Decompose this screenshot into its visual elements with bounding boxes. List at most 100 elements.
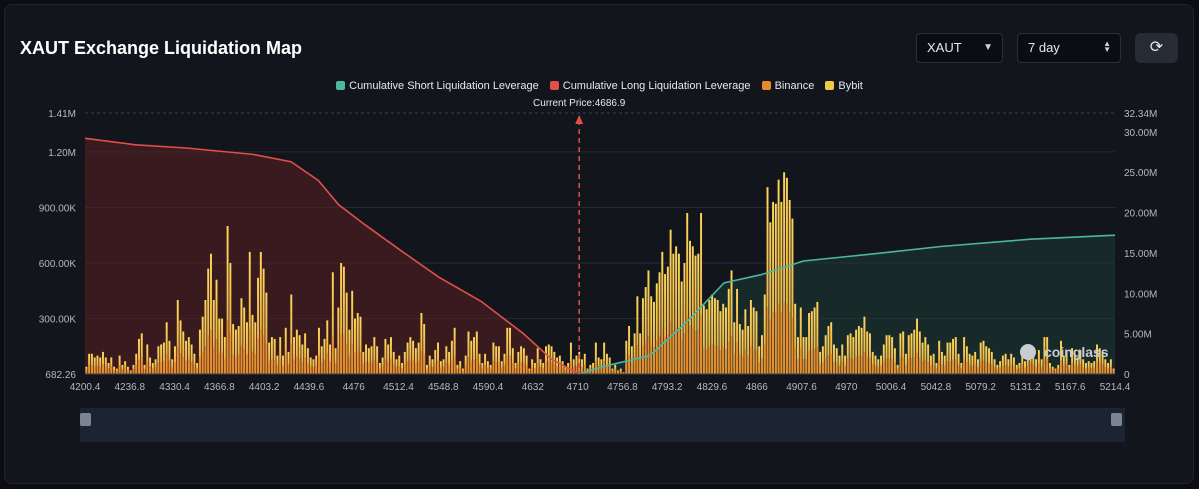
- bybit-bar: [583, 353, 586, 374]
- binance-bar: [90, 364, 93, 374]
- legend-item-short[interactable]: Cumulative Short Liquidation Leverage: [336, 80, 539, 92]
- binance-bar: [597, 366, 600, 374]
- y-right-tick-label: 15.00M: [1124, 249, 1157, 260]
- x-tick-label: 4366.8: [204, 382, 235, 393]
- binance-bar: [979, 361, 982, 374]
- bars: [85, 172, 1115, 374]
- binance-bar: [1098, 363, 1101, 374]
- bybit-bar: [855, 329, 858, 374]
- bybit-bar: [749, 300, 752, 374]
- binance-bar: [863, 352, 866, 374]
- binance-bar: [988, 363, 990, 374]
- bybit-bar: [1032, 353, 1035, 374]
- legend: Cumulative Short Liquidation Leverage Cu…: [0, 80, 1199, 92]
- binance-bar: [891, 359, 894, 374]
- bybit-bar: [711, 294, 714, 374]
- binance-bar: [1054, 370, 1057, 374]
- bybit-bar: [473, 337, 475, 374]
- legend-item-binance[interactable]: Binance: [761, 80, 814, 92]
- bybit-bar: [716, 300, 719, 374]
- binance-bar: [262, 335, 265, 374]
- binance-bar: [644, 341, 647, 374]
- bybit-bar: [309, 357, 312, 374]
- binance-bar: [702, 348, 705, 374]
- binance-bar: [686, 315, 689, 374]
- bybit-bar: [813, 307, 816, 374]
- zoom-handle-left[interactable]: [80, 413, 91, 426]
- x-tick-label: 5079.2: [965, 382, 996, 393]
- period-select[interactable]: 7 day ▲ ▼: [1017, 33, 1121, 63]
- bybit-bar: [265, 292, 268, 374]
- binance-bar: [913, 356, 916, 374]
- binance-bar: [691, 327, 694, 374]
- refresh-button[interactable]: ⟳: [1135, 33, 1178, 63]
- binance-bar: [813, 348, 816, 374]
- symbol-select-value: XAUT: [927, 40, 962, 55]
- binance-bar: [104, 366, 107, 374]
- binance-bar: [1010, 364, 1013, 374]
- binance-bar: [102, 364, 104, 374]
- binance-bar: [918, 357, 921, 374]
- bybit-bar: [348, 329, 351, 374]
- y-left-tick-label: 1.41M: [48, 109, 76, 120]
- binance-bar: [963, 359, 966, 374]
- symbol-select[interactable]: XAUT ▼: [916, 33, 1003, 63]
- bybit-bar: [384, 338, 387, 374]
- binance-bar: [473, 359, 475, 374]
- binance-bar: [866, 357, 869, 374]
- binance-bar: [511, 363, 514, 374]
- binance-bar: [174, 362, 176, 374]
- binance-bar: [885, 358, 888, 374]
- binance-bar: [924, 359, 927, 374]
- bybit-bar: [522, 348, 525, 374]
- binance-bar: [154, 366, 157, 374]
- bybit-bar: [262, 268, 265, 374]
- bybit-bar: [370, 346, 373, 374]
- binance-bar: [243, 348, 246, 374]
- bybit-bar: [838, 355, 841, 374]
- bybit-bar: [470, 340, 473, 374]
- bybit-bar: [306, 348, 309, 374]
- binance-bar: [819, 364, 822, 374]
- bybit-bar: [342, 266, 345, 374]
- bybit-bar: [658, 272, 661, 374]
- binance-bar: [727, 342, 730, 374]
- x-tick-label: 4907.6: [786, 382, 817, 393]
- bybit-bar: [871, 351, 874, 374]
- binance-bar: [171, 366, 174, 374]
- bybit-bar: [1104, 359, 1107, 374]
- zoom-slider[interactable]: [80, 408, 1125, 442]
- binance-bar: [929, 365, 932, 374]
- bybit-bar: [90, 353, 93, 374]
- bybit-bar: [453, 327, 456, 374]
- bybit-bar: [1079, 350, 1082, 374]
- bybit-bar: [675, 246, 678, 374]
- binance-bar: [456, 368, 459, 374]
- binance-bar: [1024, 367, 1026, 374]
- bybit-bar: [816, 301, 819, 374]
- binance-bar: [315, 365, 318, 374]
- binance-bar: [614, 368, 617, 374]
- bybit-bar: [907, 335, 910, 374]
- binance-bar: [553, 364, 556, 374]
- binance-bar: [522, 363, 525, 374]
- binance-bar: [694, 330, 697, 374]
- binance-bar: [589, 368, 592, 374]
- legend-item-bybit[interactable]: Bybit: [825, 80, 863, 92]
- binance-bar: [284, 355, 287, 374]
- bybit-bar: [581, 359, 583, 374]
- binance-bar: [461, 370, 464, 374]
- binance-bar: [370, 362, 373, 374]
- zoom-handle-right[interactable]: [1111, 413, 1122, 426]
- legend-item-long[interactable]: Cumulative Long Liquidation Leverage: [549, 80, 751, 92]
- bybit-bar: [691, 246, 694, 374]
- bybit-bar: [417, 342, 420, 374]
- binance-bar: [927, 361, 930, 374]
- bybit-bar: [340, 263, 343, 374]
- binance-bar: [946, 361, 949, 374]
- bybit-bar: [639, 333, 642, 374]
- binance-bar: [356, 350, 359, 374]
- binance-bar: [780, 311, 783, 374]
- binance-bar: [974, 364, 977, 374]
- binance-bar: [320, 362, 323, 374]
